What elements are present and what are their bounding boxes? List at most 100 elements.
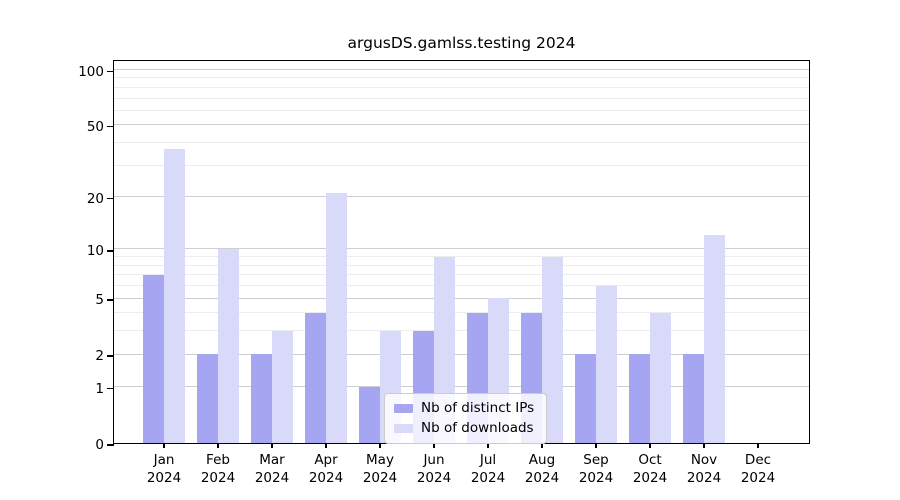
bar-sep-ips [575, 354, 596, 443]
minor-gridline [114, 97, 809, 99]
major-gridline [114, 69, 809, 71]
bar-apr-downloads [326, 192, 347, 443]
x-axis-tick [541, 443, 543, 448]
y-axis-tick [107, 388, 114, 390]
legend-label-distinct-ips: Nb of distinct IPs [421, 400, 535, 416]
y-axis-tick [107, 198, 114, 200]
x-axis-tick-label: Feb 2024 [201, 452, 235, 487]
major-gridline [114, 196, 809, 198]
y-axis-tick-label: 2 [95, 348, 104, 365]
year-label: 2024 [416, 469, 452, 486]
minor-gridline [114, 264, 809, 266]
month-label: Oct [638, 452, 662, 468]
plot-area: 0 1 2 5 10 20 50 100 Jan 2024 Feb 2024 Mar 2024 Apr 202… [78, 60, 810, 486]
legend-label-downloads: Nb of downloads [421, 420, 534, 436]
month-label: Jun [423, 452, 445, 468]
x-axis-tick [757, 443, 759, 448]
month-label: Aug [528, 452, 556, 468]
major-gridline [114, 353, 809, 355]
minor-gridline [114, 141, 809, 143]
minor-gridline [114, 86, 809, 88]
bar-feb-downloads [218, 248, 239, 443]
x-axis-tick-label: Apr 2024 [309, 452, 343, 487]
y-axis-tick-label: 10 [86, 242, 104, 259]
minor-gridline [114, 109, 809, 111]
bar-nov-downloads [704, 235, 725, 443]
major-gridline [114, 248, 809, 250]
y-axis-tick-label: 50 [86, 118, 104, 135]
x-axis-tick-label: Jun 2024 [417, 452, 451, 487]
bar-aug-downloads [542, 256, 563, 443]
month-label: Apr [314, 452, 338, 468]
year-label: 2024 [200, 469, 236, 486]
x-axis-tick [379, 443, 381, 448]
y-axis-tick [107, 444, 114, 446]
x-axis-tick [649, 443, 651, 448]
minor-gridline [114, 285, 809, 287]
bar-mar-ips [251, 354, 272, 443]
minor-gridline [114, 164, 809, 166]
month-label: Jan [153, 452, 175, 468]
minor-gridline [114, 274, 809, 276]
x-axis-tick [433, 443, 435, 448]
year-label: 2024 [146, 469, 182, 486]
chart-title: argusDS.gamlss.testing 2024 [347, 34, 576, 52]
y-axis-tick-label: 100 [78, 63, 104, 80]
x-axis-tick [271, 443, 273, 448]
x-axis-tick-label: May 2024 [363, 452, 397, 487]
major-gridline [114, 124, 809, 126]
bar-may-ips [359, 386, 380, 443]
y-axis-tick-label: 5 [95, 291, 104, 308]
legend-swatch-distinct-ips [394, 403, 413, 413]
month-label: May [366, 452, 394, 468]
bar-nov-ips [683, 354, 704, 443]
x-axis-tick-label: Oct 2024 [633, 452, 667, 487]
y-axis-tick-label: 1 [95, 380, 104, 397]
x-axis-tick-label: Nov 2024 [687, 452, 721, 487]
month-label: Sep [583, 452, 609, 468]
bar-feb-ips [197, 354, 218, 443]
x-axis-tick [595, 443, 597, 448]
bar-sep-downloads [596, 285, 617, 443]
y-axis-tick [107, 250, 114, 252]
y-axis-tick [107, 70, 114, 73]
minor-gridline [114, 256, 809, 258]
y-axis-tick [107, 299, 114, 301]
x-axis-tick-label: Jul 2024 [471, 452, 505, 487]
minor-gridline [114, 312, 809, 314]
bar-oct-downloads [650, 312, 671, 443]
year-label: 2024 [254, 469, 290, 486]
year-label: 2024 [470, 469, 506, 486]
year-label: 2024 [578, 469, 614, 486]
x-axis-tick [325, 443, 327, 448]
x-axis-tick-label: Aug 2024 [525, 452, 559, 487]
month-label: Jul [479, 452, 497, 468]
year-label: 2024 [632, 469, 668, 486]
bar-oct-ips [629, 354, 650, 443]
month-label: Feb [206, 452, 230, 468]
x-axis-tick [217, 443, 219, 448]
legend-swatch-downloads [394, 423, 413, 433]
month-label: Dec [744, 452, 772, 468]
major-gridline [114, 386, 809, 388]
x-axis-tick-label: Sep 2024 [579, 452, 613, 487]
legend-item-distinct-ips: Nb of distinct IPs [394, 400, 534, 416]
x-axis-tick [703, 443, 705, 448]
bar-jan-ips [143, 274, 164, 443]
minor-gridline [114, 77, 809, 79]
year-label: 2024 [686, 469, 722, 486]
bar-mar-downloads [272, 330, 293, 443]
bar-apr-ips [305, 312, 326, 443]
year-label: 2024 [362, 469, 398, 486]
minor-gridline [114, 330, 809, 332]
month-label: Nov [690, 452, 718, 468]
y-axis-tick-label: 0 [95, 437, 104, 453]
year-label: 2024 [524, 469, 560, 486]
y-axis-tick [107, 126, 114, 128]
x-axis-tick [163, 443, 165, 448]
x-axis-tick-label: Dec 2024 [741, 452, 775, 487]
y-axis-tick [107, 355, 114, 357]
year-label: 2024 [740, 469, 776, 486]
legend: Nb of distinct IPs Nb of downloads [384, 393, 548, 444]
